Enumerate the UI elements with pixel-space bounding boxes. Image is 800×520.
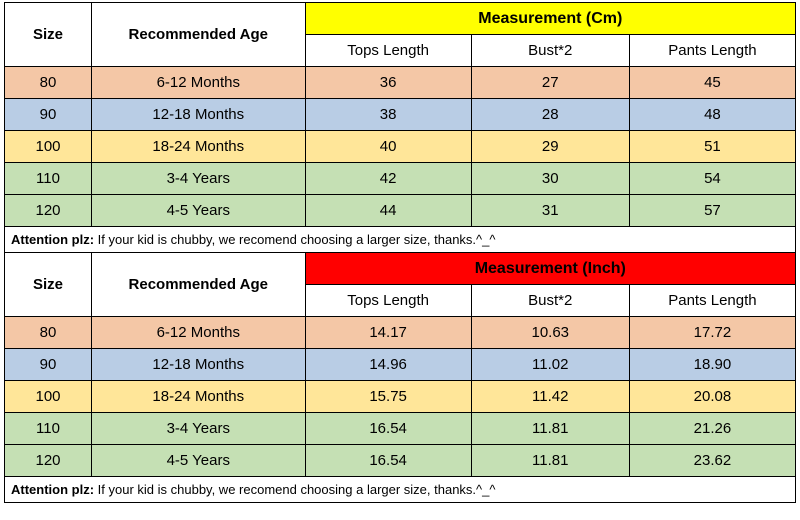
cell-size: 90 — [5, 349, 92, 381]
col-age-header: Recommended Age — [92, 3, 306, 67]
inch-table-body: 806-12 Months14.1710.6317.729012-18 Mont… — [5, 317, 796, 477]
table-row: 1204-5 Years16.5411.8123.62 — [5, 445, 796, 477]
size-chart-inch-table: Size Recommended Age Measurement (Inch) … — [4, 252, 796, 503]
attention-label: Attention plz: — [11, 482, 94, 497]
col-size-header: Size — [5, 253, 92, 317]
cell-age: 12-18 Months — [92, 99, 306, 131]
col-pants-header: Pants Length — [629, 35, 795, 67]
cell-tops: 16.54 — [305, 445, 471, 477]
inch-attention-row: Attention plz: If your kid is chubby, we… — [5, 477, 796, 503]
size-chart-cm-table: Size Recommended Age Measurement (Cm) To… — [4, 2, 796, 253]
cell-pants: 48 — [629, 99, 795, 131]
cm-measurement-banner: Measurement (Cm) — [305, 3, 795, 35]
cell-bust: 31 — [471, 195, 629, 227]
cell-tops: 44 — [305, 195, 471, 227]
cell-size: 120 — [5, 445, 92, 477]
cell-tops: 14.96 — [305, 349, 471, 381]
col-pants-header: Pants Length — [629, 285, 795, 317]
cell-size: 90 — [5, 99, 92, 131]
cell-pants: 57 — [629, 195, 795, 227]
cell-bust: 28 — [471, 99, 629, 131]
cell-tops: 40 — [305, 131, 471, 163]
col-size-header: Size — [5, 3, 92, 67]
cell-pants: 18.90 — [629, 349, 795, 381]
cell-bust: 11.42 — [471, 381, 629, 413]
table-row: 806-12 Months14.1710.6317.72 — [5, 317, 796, 349]
cell-age: 4-5 Years — [92, 445, 306, 477]
cell-age: 12-18 Months — [92, 349, 306, 381]
cell-pants: 23.62 — [629, 445, 795, 477]
cell-age: 3-4 Years — [92, 413, 306, 445]
cell-age: 6-12 Months — [92, 67, 306, 99]
cell-bust: 27 — [471, 67, 629, 99]
cell-pants: 54 — [629, 163, 795, 195]
cell-age: 3-4 Years — [92, 163, 306, 195]
cell-bust: 30 — [471, 163, 629, 195]
cell-bust: 11.02 — [471, 349, 629, 381]
attention-text: If your kid is chubby, we recomend choos… — [94, 482, 495, 497]
cell-size: 80 — [5, 67, 92, 99]
col-age-header: Recommended Age — [92, 253, 306, 317]
cell-size: 120 — [5, 195, 92, 227]
cell-age: 4-5 Years — [92, 195, 306, 227]
table-row: 806-12 Months362745 — [5, 67, 796, 99]
cell-tops: 36 — [305, 67, 471, 99]
inch-measurement-banner: Measurement (Inch) — [305, 253, 795, 285]
attention-text: If your kid is chubby, we recomend choos… — [94, 232, 495, 247]
cell-pants: 20.08 — [629, 381, 795, 413]
cm-header-row-1: Size Recommended Age Measurement (Cm) — [5, 3, 796, 35]
cell-pants: 21.26 — [629, 413, 795, 445]
cell-pants: 17.72 — [629, 317, 795, 349]
cell-tops: 15.75 — [305, 381, 471, 413]
cell-size: 110 — [5, 163, 92, 195]
col-tops-header: Tops Length — [305, 285, 471, 317]
cell-pants: 45 — [629, 67, 795, 99]
table-row: 1103-4 Years423054 — [5, 163, 796, 195]
cm-table-body: 806-12 Months3627459012-18 Months3828481… — [5, 67, 796, 227]
cell-age: 18-24 Months — [92, 131, 306, 163]
cell-size: 110 — [5, 413, 92, 445]
col-bust-header: Bust*2 — [471, 285, 629, 317]
attention-label: Attention plz: — [11, 232, 94, 247]
col-tops-header: Tops Length — [305, 35, 471, 67]
size-chart-container: Size Recommended Age Measurement (Cm) To… — [0, 0, 800, 505]
cm-attention-cell: Attention plz: If your kid is chubby, we… — [5, 227, 796, 253]
cell-tops: 14.17 — [305, 317, 471, 349]
inch-attention-cell: Attention plz: If your kid is chubby, we… — [5, 477, 796, 503]
table-row: 10018-24 Months15.7511.4220.08 — [5, 381, 796, 413]
cm-attention-row: Attention plz: If your kid is chubby, we… — [5, 227, 796, 253]
cell-size: 100 — [5, 381, 92, 413]
cell-age: 18-24 Months — [92, 381, 306, 413]
cell-bust: 10.63 — [471, 317, 629, 349]
cell-bust: 11.81 — [471, 445, 629, 477]
cell-size: 80 — [5, 317, 92, 349]
cell-pants: 51 — [629, 131, 795, 163]
cell-tops: 38 — [305, 99, 471, 131]
col-bust-header: Bust*2 — [471, 35, 629, 67]
table-row: 9012-18 Months14.9611.0218.90 — [5, 349, 796, 381]
table-row: 9012-18 Months382848 — [5, 99, 796, 131]
table-row: 1103-4 Years16.5411.8121.26 — [5, 413, 796, 445]
cell-tops: 42 — [305, 163, 471, 195]
table-row: 10018-24 Months402951 — [5, 131, 796, 163]
cell-bust: 29 — [471, 131, 629, 163]
cell-size: 100 — [5, 131, 92, 163]
cell-tops: 16.54 — [305, 413, 471, 445]
inch-header-row-1: Size Recommended Age Measurement (Inch) — [5, 253, 796, 285]
cell-bust: 11.81 — [471, 413, 629, 445]
table-row: 1204-5 Years443157 — [5, 195, 796, 227]
cell-age: 6-12 Months — [92, 317, 306, 349]
